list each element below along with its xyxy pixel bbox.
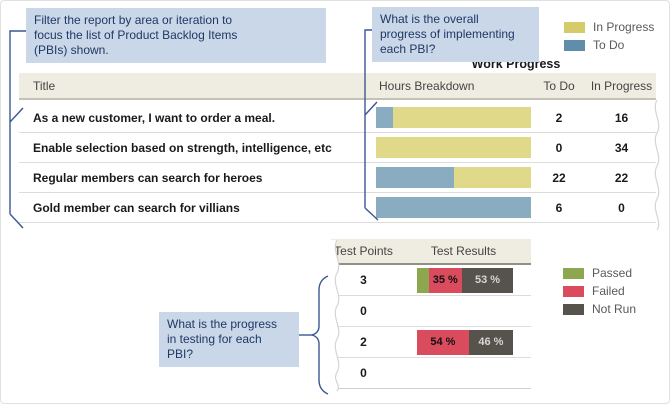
callout-overall-progress: What is the overall progress of implemen…	[372, 7, 539, 62]
legend-item: Not Run	[563, 302, 637, 316]
test-row: 0	[331, 358, 531, 389]
pbi-row: Enable selection based on strength, inte…	[19, 133, 656, 163]
in-progress-value: 0	[618, 200, 625, 215]
legend-label: Failed	[592, 284, 625, 298]
todo-value: 0	[555, 140, 563, 155]
todo-bar-segment	[376, 197, 531, 218]
test-result-segment-not_run: 53 %	[462, 267, 513, 293]
legend-label: To Do	[593, 38, 625, 52]
legend-label: Passed	[592, 266, 633, 280]
legend-swatch-icon	[564, 39, 585, 51]
legend-swatch-icon	[564, 21, 585, 33]
test-row: 3 35 % 53 %	[331, 265, 531, 296]
in-progress-bar-segment	[453, 167, 531, 188]
hours-breakdown-bar	[376, 167, 531, 188]
pbi-row: Gold member can search for villians 6 0	[19, 193, 656, 223]
test-row: 0	[331, 296, 531, 327]
legend-swatch-icon	[563, 267, 584, 279]
test-result-segment-failed: 35 %	[428, 267, 463, 293]
column-header-title: Title	[33, 78, 56, 93]
test-table-rows: 3 35 % 53 % 0 2 54 % 46 % 0	[331, 265, 531, 389]
legend-swatch-icon	[563, 303, 584, 315]
todo-value: 22	[552, 170, 566, 185]
test-row: 2 54 % 46 %	[331, 327, 531, 358]
test-result-segment-passed	[417, 267, 429, 293]
legend-swatch-icon	[563, 285, 584, 297]
test-results-bar: 35 % 53 %	[417, 267, 513, 293]
legend-label: In Progress	[593, 20, 655, 34]
column-header-todo: To Do	[543, 78, 575, 93]
pbi-work-table: Title Hours Breakdown To Do In Progress …	[19, 73, 656, 223]
column-header-test-results: Test Results	[430, 244, 497, 258]
work-progress-legend: In Progress To Do	[564, 20, 655, 57]
test-points-value: 0	[360, 366, 367, 380]
test-results-bar: 54 % 46 %	[417, 329, 513, 355]
pbi-title: Gold member can search for villians	[33, 200, 240, 215]
legend-item: Failed	[563, 284, 636, 298]
pbi-title: As a new customer, I want to order a mea…	[33, 110, 276, 125]
todo-value: 6	[555, 200, 563, 215]
legend-label: Not Run	[592, 302, 637, 316]
test-table-header: Test Points Test Results	[331, 239, 531, 265]
legend-item: To Do	[564, 38, 654, 52]
in-progress-value: 34	[614, 140, 629, 155]
work-table-rows: As a new customer, I want to order a mea…	[19, 103, 656, 223]
test-result-segment-not_run: 46 %	[468, 329, 513, 355]
hours-breakdown-bar	[376, 137, 531, 158]
in-progress-bar-segment	[393, 107, 531, 128]
in-progress-value: 16	[614, 110, 629, 125]
todo-value: 2	[555, 110, 563, 125]
in-progress-value: 22	[614, 170, 629, 185]
work-table-header: Title Hours Breakdown To Do In Progress	[19, 73, 656, 100]
pbi-test-table: Test Points Test Results 3 35 % 53 % 0 2 …	[331, 239, 531, 389]
column-header-hours-breakdown: Hours Breakdown	[379, 78, 475, 93]
test-result-segment-failed: 54 %	[417, 329, 469, 355]
hours-breakdown-bar	[376, 107, 531, 128]
in-progress-bar-segment	[376, 137, 531, 158]
column-header-in-progress: In Progress	[590, 78, 653, 93]
pbi-title: Regular members can search for heroes	[33, 170, 263, 185]
pbi-title: Enable selection based on strength, inte…	[33, 140, 332, 155]
hours-breakdown-bar	[376, 197, 531, 218]
callout-filter-report: Filter the report by area or iteration t…	[26, 8, 326, 63]
pbi-row: As a new customer, I want to order a mea…	[19, 103, 656, 133]
todo-bar-segment	[376, 107, 394, 128]
legend-item: Passed	[563, 266, 636, 280]
test-points-value: 3	[360, 273, 367, 287]
test-results-legend: Passed Failed Not Run	[563, 266, 637, 321]
callout-testing-progress: What is the progress in testing for each…	[159, 312, 299, 367]
todo-bar-segment	[376, 167, 454, 188]
test-points-value: 0	[360, 304, 367, 318]
test-points-value: 2	[360, 335, 367, 349]
column-header-test-points: Test Points	[334, 244, 393, 258]
legend-item: In Progress	[564, 20, 655, 34]
testing-curly-brace	[309, 275, 329, 395]
torn-edge-right	[655, 100, 669, 230]
pbi-row: Regular members can search for heroes 22…	[19, 163, 656, 193]
